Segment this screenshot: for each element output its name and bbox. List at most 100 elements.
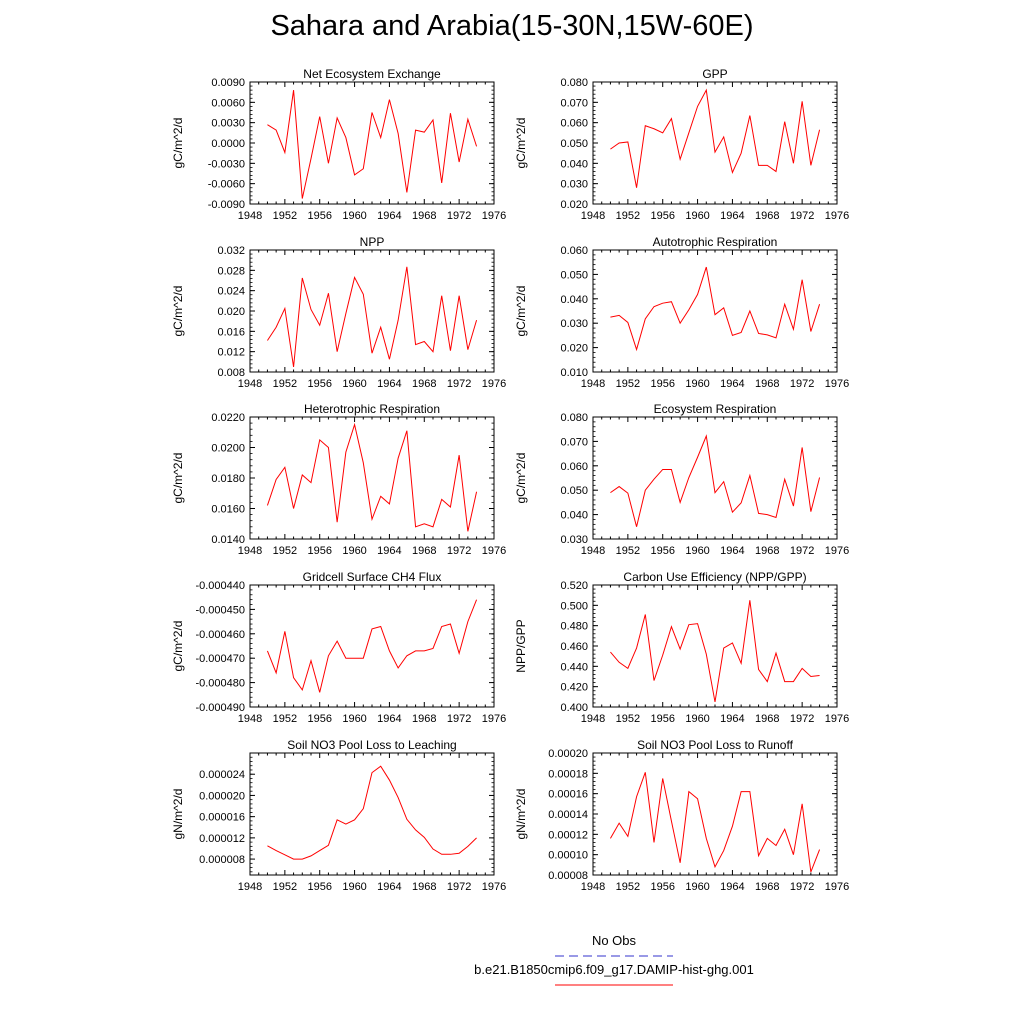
series-line <box>610 88 821 188</box>
x-tick-label: 1948 <box>238 713 262 725</box>
legend-label-model: b.e21.B1850cmip6.f09_g17.DAMIP-hist-ghg.… <box>474 962 754 977</box>
x-tick-label: 1960 <box>342 545 366 557</box>
series-line <box>267 90 478 199</box>
chart-title: Autotrophic Respiration <box>653 235 778 249</box>
y-tick-label: 0.040 <box>560 294 588 306</box>
x-tick-label: 1968 <box>412 210 436 222</box>
y-tick-label: 0.010 <box>560 367 588 379</box>
x-tick-label: 1956 <box>307 545 331 557</box>
x-tick-label: 1956 <box>650 378 674 390</box>
x-tick-label: 1964 <box>377 881 401 893</box>
chart-title: Soil NO3 Pool Loss to Runoff <box>637 738 794 752</box>
x-tick-label: 1972 <box>790 545 814 557</box>
x-tick-label: 1960 <box>342 881 366 893</box>
plot-frame <box>249 752 495 876</box>
x-tick-label: 1972 <box>790 881 814 893</box>
x-tick-label: 1976 <box>482 881 506 893</box>
y-tick-label: 0.070 <box>560 97 588 109</box>
x-tick-label: 1976 <box>825 545 849 557</box>
x-tick-label: 1972 <box>447 378 471 390</box>
x-tick-label: 1976 <box>825 210 849 222</box>
chart-title: Heterotrophic Respiration <box>304 402 440 416</box>
y-tick-label: 0.030 <box>560 534 588 546</box>
x-tick-label: 1976 <box>482 545 506 557</box>
plot-frame <box>592 584 838 708</box>
x-tick-label: 1968 <box>755 378 779 390</box>
chart-title: Carbon Use Efficiency (NPP/GPP) <box>623 570 806 584</box>
chart-title: Net Ecosystem Exchange <box>303 67 441 81</box>
chart-panel-6: Ecosystem Respiration gC/m^2/d 1948 1952 195… <box>514 402 849 557</box>
x-tick-label: 1948 <box>581 713 605 725</box>
y-axis-label: gN/m^2/d <box>514 789 528 840</box>
chart-title: Gridcell Surface CH4 Flux <box>303 570 442 584</box>
y-tick-label: 0.520 <box>560 580 588 592</box>
y-tick-label: 0.000008 <box>199 854 245 866</box>
y-tick-label: 0.050 <box>560 485 588 497</box>
y-tick-label: 0.080 <box>560 77 588 89</box>
y-tick-label: 0.440 <box>560 661 588 673</box>
series-line <box>267 266 478 367</box>
x-tick-label: 1952 <box>273 210 297 222</box>
x-tick-label: 1956 <box>307 378 331 390</box>
series-line <box>610 600 820 703</box>
x-tick-label: 1960 <box>685 881 709 893</box>
y-axis-label: gC/m^2/d <box>171 621 185 672</box>
x-tick-label: 1964 <box>720 881 744 893</box>
x-tick-label: 1976 <box>825 713 849 725</box>
y-tick-label: 0.060 <box>560 461 588 473</box>
x-tick-label: 1968 <box>755 210 779 222</box>
y-tick-label: 0.0200 <box>211 443 245 455</box>
y-tick-label: 0.070 <box>560 436 588 448</box>
y-tick-label: -0.000460 <box>195 629 245 641</box>
y-tick-label: 0.00010 <box>548 850 588 862</box>
x-tick-label: 1956 <box>307 713 331 725</box>
y-tick-label: 0.0030 <box>211 118 245 130</box>
y-tick-label: -0.000490 <box>195 702 245 714</box>
y-tick-label: 0.0090 <box>211 77 245 89</box>
y-tick-label: 0.420 <box>560 682 588 694</box>
x-tick-label: 1956 <box>650 210 674 222</box>
y-tick-label: 0.030 <box>560 318 588 330</box>
y-tick-label: 0.050 <box>560 269 588 281</box>
series-line <box>266 599 478 693</box>
x-tick-label: 1968 <box>755 545 779 557</box>
x-tick-label: 1964 <box>720 378 744 390</box>
series-line <box>609 772 821 873</box>
y-tick-label: 0.00014 <box>548 809 588 821</box>
plot-frame <box>592 81 838 205</box>
y-tick-label: -0.000440 <box>195 580 245 592</box>
x-tick-label: 1964 <box>377 713 401 725</box>
x-tick-label: 1952 <box>273 378 297 390</box>
y-tick-label: 0.480 <box>560 621 588 633</box>
y-tick-label: 0.020 <box>217 306 245 318</box>
y-tick-label: 0.020 <box>560 199 588 211</box>
chart-panel-7: Gridcell Surface CH4 Flux gC/m^2/d 1948 195… <box>171 570 506 725</box>
x-tick-label: 1948 <box>238 378 262 390</box>
x-tick-label: 1952 <box>616 881 640 893</box>
x-tick-label: 1964 <box>720 210 744 222</box>
x-tick-label: 1968 <box>412 713 436 725</box>
series-line <box>610 434 821 527</box>
x-tick-label: 1964 <box>720 545 744 557</box>
chart-panel-3: NPP gC/m^2/d 1948 1952 1956 1960 1964 1968 1972 1… <box>171 235 506 390</box>
y-tick-label: 0.0220 <box>211 412 245 424</box>
y-tick-label: 0.000024 <box>199 769 245 781</box>
x-tick-label: 1952 <box>616 713 640 725</box>
y-tick-label: 0.000016 <box>199 812 245 824</box>
x-tick-label: 1948 <box>581 378 605 390</box>
x-tick-label: 1948 <box>238 545 262 557</box>
x-tick-label: 1976 <box>482 378 506 390</box>
plot-frame <box>249 416 495 540</box>
x-tick-label: 1972 <box>447 881 471 893</box>
y-tick-label: 0.016 <box>217 326 245 338</box>
y-tick-label: 0.012 <box>217 347 245 359</box>
x-tick-label: 1948 <box>238 210 262 222</box>
x-tick-label: 1972 <box>447 545 471 557</box>
y-tick-label: -0.000450 <box>195 604 245 616</box>
chart-panel-10: Soil NO3 Pool Loss to Runoff gN/m^2/d 1948… <box>514 738 849 893</box>
series-line <box>610 266 821 352</box>
y-tick-label: 0.000012 <box>199 833 245 845</box>
y-tick-label: 0.060 <box>560 118 588 130</box>
x-tick-label: 1948 <box>581 210 605 222</box>
chart-title: GPP <box>702 67 727 81</box>
